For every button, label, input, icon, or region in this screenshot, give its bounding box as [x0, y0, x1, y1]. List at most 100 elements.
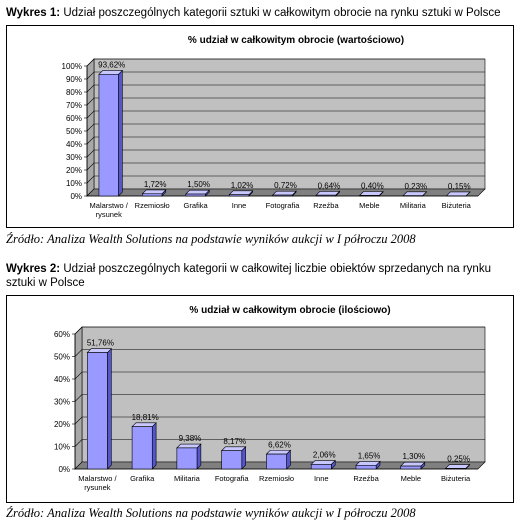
chart-1-gridline: [86, 58, 485, 67]
chart-2-category-label: Rzemiosło: [259, 474, 294, 483]
chart-1-gridline: [86, 136, 485, 145]
chart-1-data-label: 0,72%: [274, 181, 297, 190]
chart-1-data-label: 1,50%: [187, 180, 210, 189]
chart-1-bar-top: [185, 189, 210, 195]
chart-2-data-label: 51,76%: [87, 339, 114, 348]
chart-2-bar-top: [131, 422, 157, 427]
chart-1-bar: [185, 193, 206, 197]
chart-2-data-label: 1,30%: [402, 452, 425, 461]
chart-1-bar-top: [228, 190, 254, 195]
chart-2-data-label: 18,81%: [132, 413, 159, 422]
chart-1-bar: [272, 194, 293, 197]
chart-2-category-label: Meble: [401, 474, 421, 483]
chart-2-bar-top: [265, 449, 292, 455]
figure-caption-1-label: Wykres 1:: [6, 7, 61, 19]
chart-1-category-label: Militaria: [400, 201, 427, 210]
chart-2-gridline: [74, 326, 485, 335]
chart-1-category-label: Inne: [232, 201, 247, 210]
chart-2-bar: [445, 468, 466, 470]
chart-1-bar: [98, 73, 119, 197]
chart-2-data-label: 0,25%: [447, 455, 470, 464]
chart-2-y-tick-label: 40%: [54, 375, 70, 384]
chart-2-data-label: 1,65%: [358, 451, 381, 460]
chart-2-bar-top: [444, 464, 471, 469]
chart-1-bar-top: [272, 190, 297, 196]
chart-2-gridline: [74, 349, 485, 357]
chart-2-category-label: Biżuteria: [441, 474, 471, 483]
chart-1-gridline: [86, 71, 485, 80]
chart-2-category-label: Rzeźba: [353, 474, 379, 483]
figure-caption-2: Wykres 2: Udział poszczególnych kategori…: [6, 262, 516, 290]
chart-1-y-tick-label: 0%: [70, 192, 82, 201]
chart-2-frame: % udział w całkowitym obrocie (ilościowo…: [6, 295, 514, 503]
chart-1-category-label: Biżuteria: [442, 201, 472, 210]
chart-1-y-tick-label: 50%: [66, 127, 82, 136]
chart-1-title: % udział w całkowitym obrocie (wartościo…: [188, 35, 404, 46]
chart-2-bar-top: [355, 461, 381, 466]
chart-1-y-tick-label: 60%: [66, 114, 82, 123]
chart-1-category-label: Rzemiosło: [135, 201, 170, 210]
chart-1-gridline: [86, 149, 485, 158]
chart-2-y-tick-label: 10%: [54, 443, 70, 452]
chart-1-data-label: 0,64%: [318, 181, 341, 190]
chart-1-bar: [359, 195, 380, 197]
chart-2-y-tick-label: 60%: [54, 330, 70, 339]
chart-2-bar-side: [196, 443, 202, 470]
chart-1-bar-side: [118, 69, 123, 197]
chart-1-category-label: Rzeźba: [313, 201, 339, 210]
source-note-1: Źródło: Analiza Wealth Solutions na pods…: [6, 232, 416, 246]
chart-1-y-tick-label: 10%: [66, 179, 82, 188]
chart-2-data-label: 8,17%: [223, 437, 246, 446]
chart-2-bar: [266, 453, 287, 470]
chart-2-category-label: Inne: [314, 474, 329, 483]
chart-1-bar-top: [98, 70, 124, 75]
chart-1-gridline: [86, 175, 485, 184]
chart-2-bar-top: [220, 446, 247, 451]
chart-1-gridline: [86, 162, 485, 171]
chart-1-gridline: [86, 97, 485, 106]
chart-2-bar-side: [151, 422, 157, 470]
chart-1-bar-top: [358, 191, 384, 196]
chart-1-gridline: [86, 84, 485, 93]
chart-2-data-label: 6,62%: [268, 440, 291, 449]
chart-2: % udział w całkowitym obrocie (ilościowo…: [54, 305, 486, 492]
chart-1-bar-top: [141, 189, 167, 195]
chart-2-bar-top: [176, 443, 202, 449]
chart-2-y-tick-label: 30%: [54, 398, 70, 407]
chart-2-gridline: [74, 371, 485, 380]
chart-1-data-label: 1,02%: [231, 181, 254, 190]
figure-caption-2-label: Wykres 2:: [6, 263, 61, 275]
chart-2-bar-top: [310, 460, 336, 465]
chart-1-data-label: 0,40%: [361, 182, 384, 191]
chart-2-bar: [310, 464, 332, 470]
chart-2-bar: [176, 447, 198, 470]
chart-2-bar-side: [107, 347, 112, 470]
chart-1: % udział w całkowitym obrocie (wartościo…: [62, 35, 486, 219]
chart-2-bar: [131, 426, 153, 470]
chart-2-y-tick-label: 50%: [54, 353, 70, 362]
figure-caption-2-text: Udział poszczególnych kategorii w całkow…: [6, 263, 491, 289]
figure-caption-1: Wykres 1: Udział poszczególnych kategori…: [6, 6, 516, 20]
chart-1-category-label: Grafika: [184, 201, 209, 210]
figure-caption-1-text: Udział poszczególnych kategorii sztuki w…: [60, 7, 501, 19]
chart-1-y-tick-label: 30%: [66, 153, 82, 162]
chart-1-data-label: 0,23%: [404, 182, 427, 191]
chart-2-category-label: Grafika: [130, 474, 155, 483]
chart-2-bar-top: [400, 461, 426, 467]
chart-1-y-tick-label: 100%: [62, 62, 82, 71]
chart-1-category-label: Fotografia: [266, 201, 301, 210]
chart-1-bar-top: [315, 191, 341, 196]
chart-1-bar-top: [445, 191, 471, 197]
chart-2-bar: [355, 464, 377, 470]
chart-1-bar: [228, 194, 250, 197]
chart-1-y-tick-label: 80%: [66, 88, 82, 97]
chart-2-bar: [87, 352, 108, 470]
chart-2-gridline: [74, 394, 485, 402]
chart-1-gridline: [86, 123, 485, 132]
chart-1-data-label: 1,72%: [144, 180, 167, 189]
chart-1-frame: % udział w całkowitym obrocie (wartościo…: [6, 25, 514, 228]
source-note-2: Źródło: Analiza Wealth Solutions na pods…: [6, 506, 416, 520]
chart-2-title: % udział w całkowitym obrocie (ilościowo…: [189, 305, 390, 316]
chart-2-category-label: Malarstwo / rysunek: [78, 474, 117, 492]
chart-1-category-label: Meble: [359, 201, 379, 210]
